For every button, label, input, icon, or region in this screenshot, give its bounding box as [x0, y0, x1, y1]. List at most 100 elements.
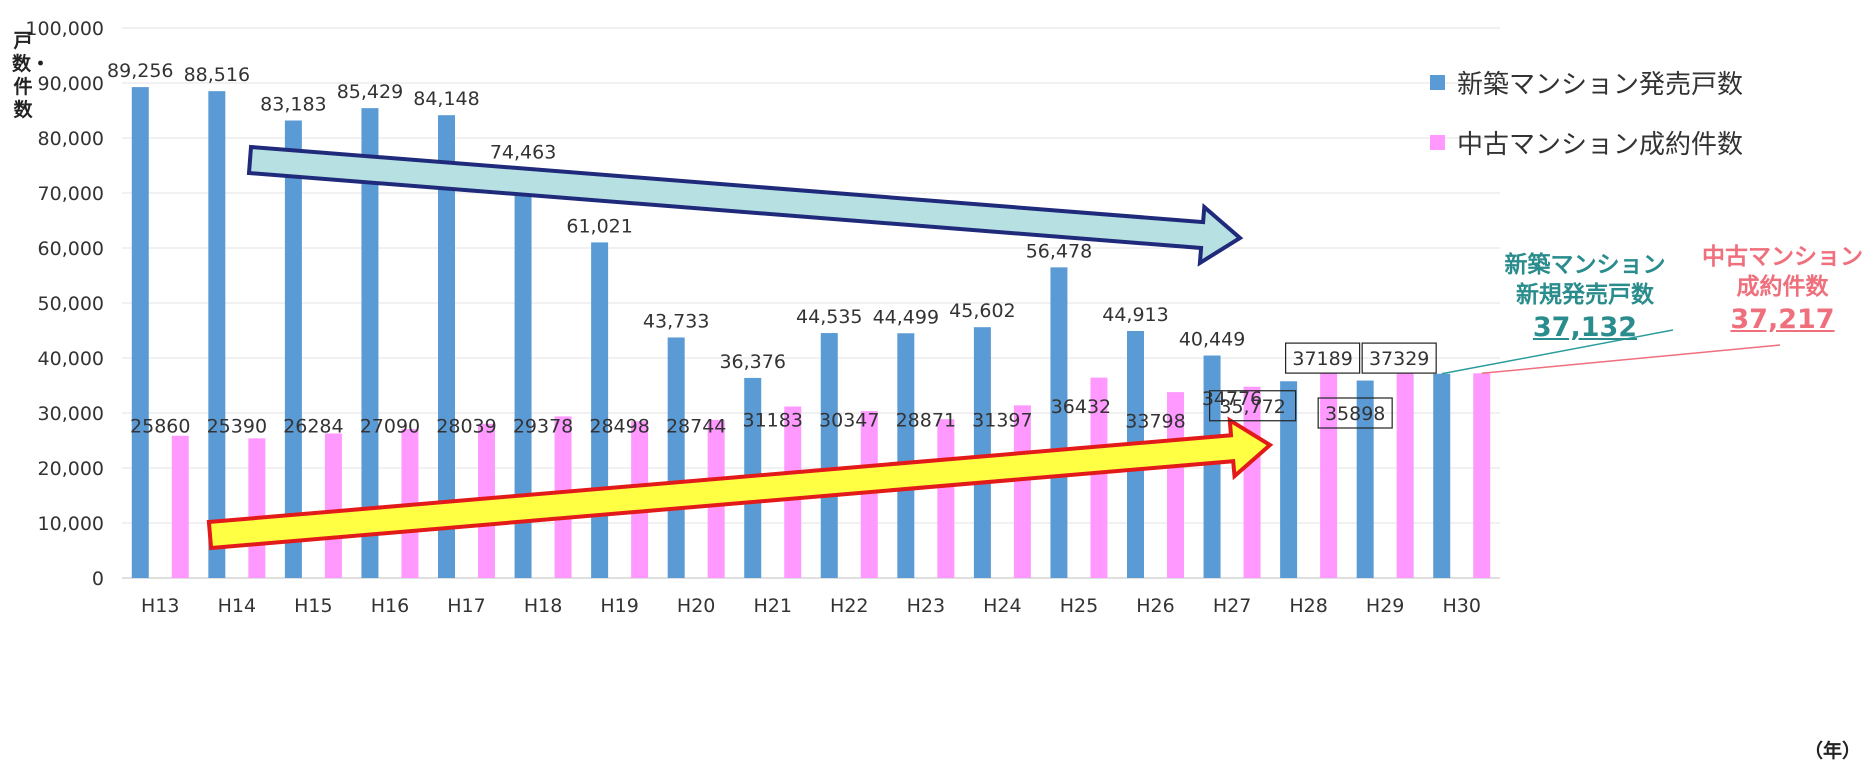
- x-tick-label: H23: [907, 595, 945, 617]
- data-label: 28039: [436, 415, 496, 437]
- data-label: 37329: [1369, 348, 1429, 370]
- callout-used-contracts: 中古マンション 成約件数 37,217: [1700, 242, 1865, 338]
- x-tick-label: H28: [1289, 595, 1327, 617]
- bar-used-contracts: [1320, 373, 1338, 578]
- bar-used-contracts: [324, 433, 342, 578]
- bar-used-contracts: [1396, 372, 1414, 578]
- data-label: 25390: [207, 415, 267, 437]
- value-labels: 89,256 25860 88,516 25390 83,183 26284 85,429 2…: [107, 60, 1437, 437]
- legend: 新築マンション発売戸数 中古マンション成約件数: [1430, 52, 1743, 172]
- legend-swatch-new: [1430, 74, 1445, 90]
- bar-new-units: [897, 333, 915, 578]
- data-label: 88,516: [184, 64, 250, 86]
- x-tick-label: H26: [1136, 595, 1174, 617]
- data-label: 27090: [360, 415, 420, 437]
- legend-item-used: 中古マンション成約件数: [1430, 112, 1743, 172]
- data-label: 44,535: [796, 306, 862, 328]
- data-label: 56,478: [1026, 240, 1092, 262]
- bar-new-units: [973, 327, 991, 578]
- data-label: 40,449: [1179, 329, 1245, 351]
- bar-new-units: [514, 168, 532, 579]
- y-tick-label: 80,000: [38, 128, 104, 150]
- x-tick-label: H19: [600, 595, 638, 617]
- y-tick-label: 30,000: [38, 403, 104, 425]
- x-tick-label: H30: [1442, 595, 1480, 617]
- data-label: 44,913: [1102, 304, 1168, 326]
- x-tick-label: H27: [1213, 595, 1251, 617]
- x-tick-labels: H13 H14 H15 H16 H17 H18 H19 H20 H21 H22 H23 H24 H25 H…: [141, 595, 1481, 617]
- bar-used-contracts: [937, 419, 955, 578]
- x-tick-label: H14: [218, 595, 256, 617]
- legend-swatch-used: [1430, 134, 1445, 150]
- trend-arrows: [206, 144, 1274, 551]
- data-label: 33798: [1125, 410, 1185, 432]
- y-tick-label: 40,000: [38, 348, 104, 370]
- bar-new-units: [591, 242, 609, 578]
- x-tick-label: H21: [753, 595, 791, 617]
- bar-used-contracts: [171, 435, 189, 578]
- data-label: 34776: [1202, 388, 1262, 410]
- data-label: 37189: [1292, 348, 1352, 370]
- data-label: 74,463: [490, 141, 556, 163]
- data-label: 28498: [589, 415, 649, 437]
- data-label: 31183: [742, 409, 802, 431]
- trend-arrow-down: [246, 144, 1244, 267]
- data-label: 29378: [513, 415, 573, 437]
- trend-arrow-up: [206, 416, 1274, 551]
- data-label: 89,256: [107, 60, 173, 82]
- data-label: 35,772: [1219, 396, 1285, 418]
- data-label: 83,183: [260, 93, 326, 115]
- x-tick-label: H16: [371, 595, 409, 617]
- data-label: 28871: [896, 409, 956, 431]
- x-tick-label: H22: [830, 595, 868, 617]
- data-label: 61,021: [566, 215, 632, 237]
- data-label-box: [1361, 342, 1437, 374]
- callout-leader-lines: [1441, 329, 1781, 375]
- bar-new-units: [438, 115, 455, 578]
- y-tick-label: 60,000: [38, 238, 104, 260]
- callout-new-value: 37,132: [1532, 312, 1638, 343]
- bar-used-contracts: [248, 438, 266, 578]
- bar-new-units: [1433, 373, 1451, 578]
- y-tick-label: 0: [92, 568, 104, 590]
- bar-new-units: [208, 91, 226, 579]
- y-axis-label: 戸数・件数: [12, 30, 51, 121]
- bar-new-units: [820, 333, 838, 578]
- data-label: 36,376: [719, 351, 785, 373]
- legend-label-used: 中古マンション成約件数: [1457, 129, 1744, 160]
- x-tick-label: H18: [524, 595, 562, 617]
- callout-used-line2: 成約件数: [1736, 274, 1829, 300]
- x-tick-label: H15: [294, 595, 332, 617]
- y-tick-label: 100,000: [25, 18, 104, 40]
- bar-new-units: [1050, 267, 1068, 578]
- y-tick-label: 90,000: [38, 73, 104, 95]
- x-tick-label: H13: [141, 595, 179, 617]
- data-label: 30347: [819, 409, 879, 431]
- data-label: 36432: [1051, 396, 1111, 418]
- y-tick-label: 10,000: [38, 513, 104, 535]
- bar-used-contracts: [1013, 405, 1031, 578]
- data-label: 85,429: [337, 81, 403, 103]
- bar-new-units: [131, 87, 149, 578]
- legend-item-new: 新築マンション発売戸数: [1430, 52, 1743, 112]
- data-label: 45,602: [949, 300, 1015, 322]
- x-tick-label: H29: [1366, 595, 1404, 617]
- bar-used-contracts: [1473, 373, 1491, 578]
- bar-new-units: [361, 108, 379, 578]
- data-label: 84,148: [413, 88, 479, 110]
- callout-new-units: 新築マンション 新規発売戸数 37,132: [1495, 250, 1675, 346]
- x-tick-label: H24: [983, 595, 1021, 617]
- y-tick-label: 20,000: [38, 458, 104, 480]
- leader-line-new: [1441, 329, 1674, 375]
- data-label-box: [1285, 342, 1361, 374]
- bar-new-units: [1280, 381, 1298, 578]
- data-label: 28744: [666, 415, 726, 437]
- data-label-box: [1317, 397, 1393, 429]
- callout-used-value: 37,217: [1730, 304, 1835, 335]
- bar-used-contracts: [860, 411, 878, 578]
- data-label: 31397: [972, 409, 1032, 431]
- data-label: 26284: [283, 415, 343, 437]
- bar-new-units: [1203, 355, 1221, 578]
- bar-new-units: [667, 337, 685, 578]
